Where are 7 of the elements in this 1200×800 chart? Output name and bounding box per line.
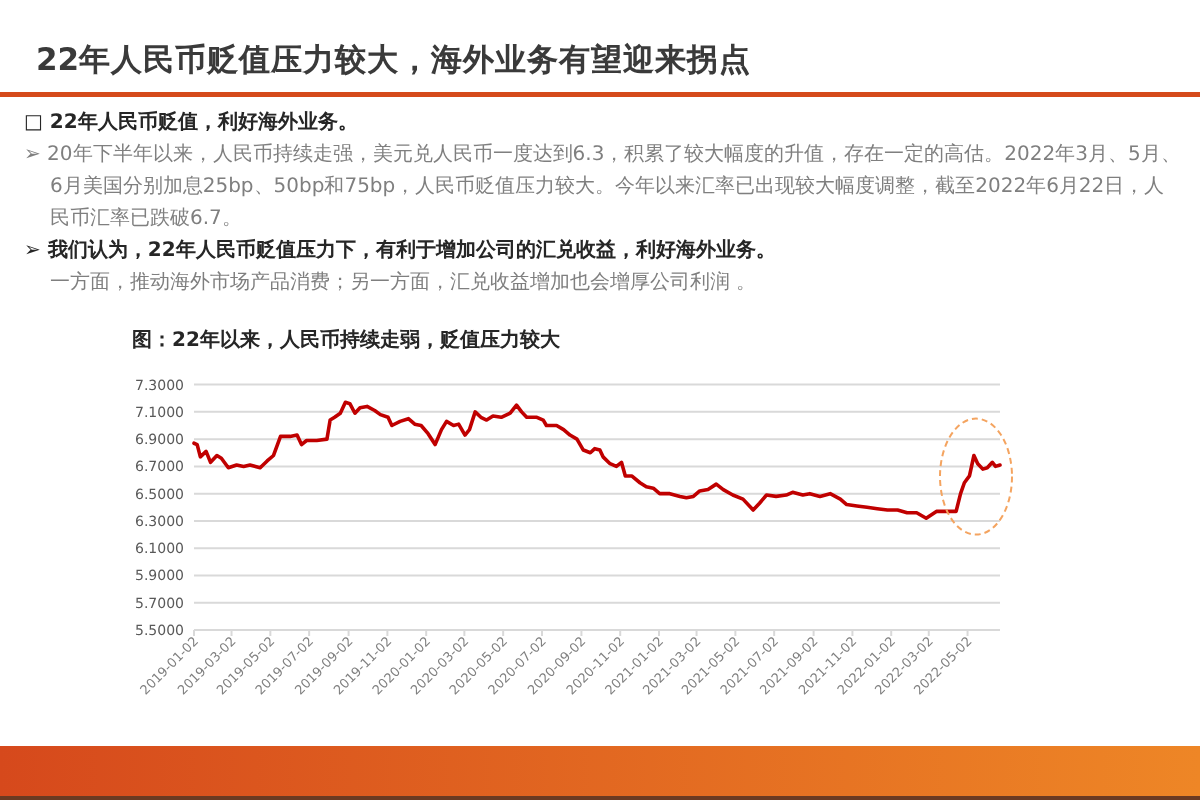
chart-subtitle: 图：22年以来，人民币持续走弱，贬值压力较大 (132, 328, 560, 356)
line-series (192, 400, 1002, 521)
text: □ 22年人民币贬值，利好海外业务。 (24, 112, 358, 134)
chart-title: 22年人民币贬值压力较大，海外业务有望迎来拐点 (36, 40, 752, 80)
text: ➢ 20年下半年以来，人民币持续走强，美元兑人民币一度达到6.3，积累了较大幅度的升值，存在一定的高估。2022年3月、5月、6月美国分别加息25bp、50bp和75bp，人民币贬值压力较大。今年以来汇率已出现较大幅度调整，截至2022年6月22日，人民币汇率已跌破6.7。 (24, 144, 1181, 230)
text: ➢ 我们认为，22年人民币贬值压力下，有利于增加公司的汇兑收益，利好海外业务。 (24, 240, 776, 262)
text: 一方面，推动海外市场产品消费；另一方面，汇兑收益增加也会增厚公司利润 。 (50, 272, 757, 294)
